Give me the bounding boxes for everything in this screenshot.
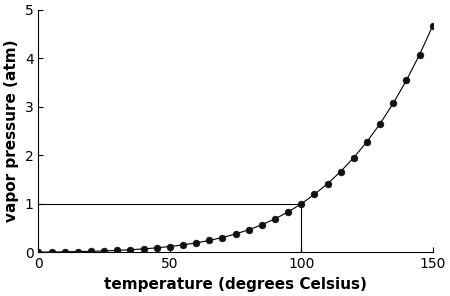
X-axis label: temperature (degrees Celsius): temperature (degrees Celsius) [104, 277, 367, 292]
Y-axis label: vapor pressure (atm): vapor pressure (atm) [4, 40, 19, 222]
